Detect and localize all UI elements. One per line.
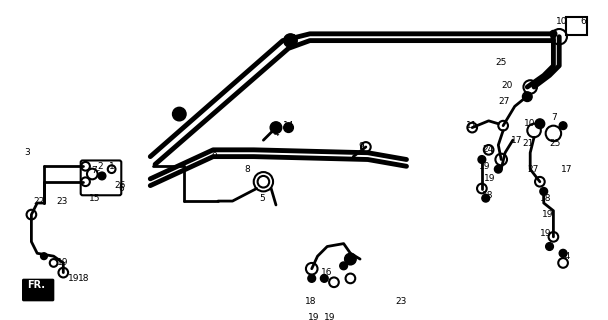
Text: 18: 18 [305,297,317,306]
Text: 6: 6 [581,17,586,26]
Circle shape [320,275,328,282]
Circle shape [173,107,186,121]
Text: 22: 22 [33,196,44,205]
Text: 2: 2 [97,162,103,171]
Circle shape [41,253,47,260]
Text: 19: 19 [484,174,496,183]
Text: 9: 9 [358,142,364,151]
Text: 13: 13 [286,34,297,43]
Text: FR.: FR. [27,280,46,290]
Circle shape [482,194,489,202]
Text: 21: 21 [522,139,534,148]
Text: 18: 18 [540,194,551,203]
Circle shape [522,92,532,101]
Circle shape [270,122,282,133]
Bar [566,17,587,35]
Text: 14: 14 [283,121,294,130]
Text: 4: 4 [273,129,278,138]
Text: 12: 12 [176,109,188,119]
Text: 18: 18 [78,274,89,283]
Text: 17: 17 [511,136,522,145]
Text: 1: 1 [109,162,114,171]
Text: 16: 16 [322,268,333,277]
Text: 18: 18 [482,191,493,200]
Circle shape [540,188,548,195]
Text: 10: 10 [525,119,536,128]
Circle shape [284,123,294,132]
Text: 5: 5 [260,194,265,203]
Text: 25: 25 [344,259,355,268]
Text: 11: 11 [466,121,478,130]
Text: 24: 24 [482,145,493,154]
Circle shape [494,165,502,173]
Text: 23: 23 [395,297,406,306]
Text: 19: 19 [324,313,336,320]
Circle shape [478,156,486,164]
Text: 10: 10 [556,17,568,26]
Text: 19: 19 [542,210,553,219]
Circle shape [550,30,557,37]
Text: 7-: 7- [91,166,100,175]
FancyBboxPatch shape [22,279,54,300]
Text: 19: 19 [308,313,319,320]
Circle shape [98,172,106,180]
Circle shape [284,34,297,47]
Text: 19: 19 [57,259,68,268]
Circle shape [340,262,348,270]
Text: 25: 25 [496,58,507,67]
Text: 27: 27 [527,165,539,174]
Circle shape [535,119,545,129]
Text: 15: 15 [89,194,101,203]
Circle shape [345,253,356,265]
Text: 3: 3 [25,148,30,157]
Circle shape [559,249,567,257]
Text: 26: 26 [114,181,126,190]
Text: 27: 27 [499,97,510,106]
Text: 19: 19 [479,162,491,171]
Text: 24: 24 [559,252,570,261]
Text: 19: 19 [540,229,551,238]
Circle shape [559,122,567,130]
Text: 17: 17 [561,165,573,174]
Text: 20: 20 [501,81,513,90]
Circle shape [308,275,316,282]
Text: 7: 7 [551,113,557,123]
Circle shape [545,243,553,250]
Text: 6: 6 [119,184,124,193]
Text: 19: 19 [68,274,80,283]
Text: 23: 23 [57,196,68,205]
Text: 8: 8 [244,165,250,174]
Text: 25: 25 [550,139,561,148]
Text: 9: 9 [211,152,217,161]
